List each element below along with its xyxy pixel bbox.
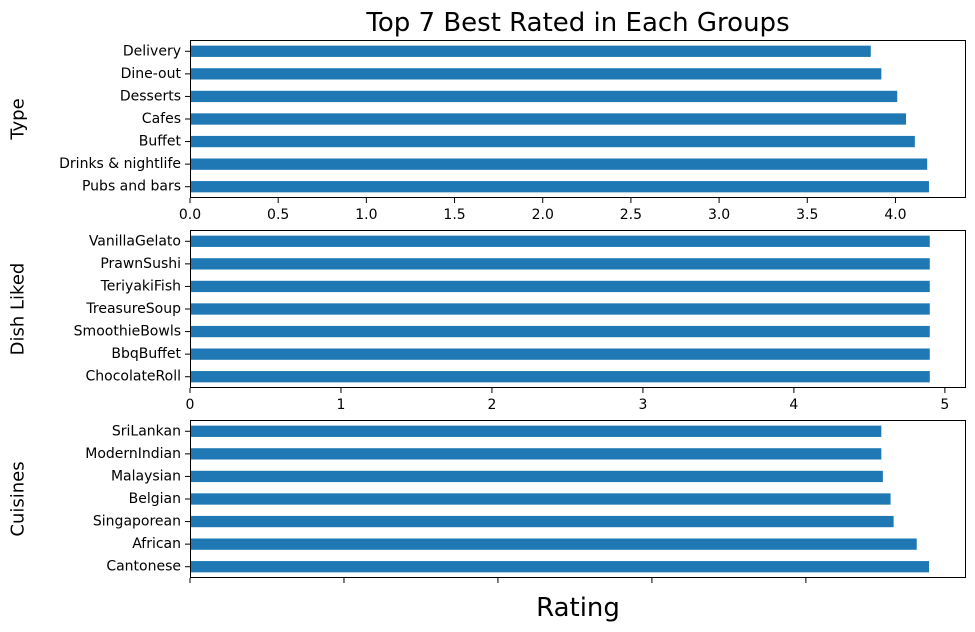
bar-african bbox=[190, 538, 917, 550]
y-tick-label: TreasureSoup bbox=[85, 301, 181, 317]
plot-frame bbox=[190, 420, 966, 578]
x-tick-label: 2.0 bbox=[532, 207, 554, 223]
bar-modernindian bbox=[190, 448, 882, 460]
panel-3: Cantonese African Singaporean Belgian Malays… bbox=[8, 420, 966, 623]
y-tick-label: Singaporean bbox=[93, 514, 181, 530]
x-tick-label: 2 bbox=[487, 397, 496, 413]
y-tick-label: African bbox=[132, 536, 181, 552]
y-tick-label: Desserts bbox=[120, 88, 181, 104]
y-tick-label: ChocolateRoll bbox=[86, 369, 182, 385]
plot-frame bbox=[190, 230, 966, 388]
bar-srilankan bbox=[190, 425, 882, 437]
bar-buffet bbox=[190, 135, 915, 148]
bar-prawnsushi bbox=[190, 258, 930, 270]
y-tick-label: TeriyakiFish bbox=[100, 278, 181, 294]
bar-cafes bbox=[190, 113, 907, 125]
y-tick-label: SmoothieBowls bbox=[74, 324, 181, 340]
bar-bbqbuffet bbox=[190, 348, 930, 360]
x-tick-label: 1.0 bbox=[355, 207, 377, 223]
bar-vanillagelato bbox=[190, 235, 930, 247]
x-tick-label: 0 bbox=[186, 397, 195, 413]
x-tick-label: 4 bbox=[789, 397, 798, 413]
y-tick-label: Cafes bbox=[142, 111, 181, 127]
y-axis-label: Cuisines bbox=[8, 461, 29, 536]
y-tick-label: Belgian bbox=[129, 491, 181, 507]
x-tick-label: 5 bbox=[940, 397, 949, 413]
bar-smoothiebowls bbox=[190, 325, 930, 338]
y-tick-label: Buffet bbox=[139, 134, 182, 150]
x-tick-label: 2.5 bbox=[620, 207, 642, 223]
bar-drinks-nightlife bbox=[190, 158, 928, 170]
x-tick-label: 0.0 bbox=[179, 207, 201, 223]
bar-cantonese bbox=[190, 561, 930, 573]
y-tick-label: SriLankan bbox=[112, 423, 181, 439]
y-tick-label: Drinks & nightlife bbox=[59, 156, 181, 172]
panel-2: ChocolateRoll BbqBuffet SmoothieBowls Treas… bbox=[8, 230, 966, 413]
y-tick-label: Cantonese bbox=[106, 559, 181, 575]
bar-desserts bbox=[190, 90, 898, 103]
bar-singaporean bbox=[190, 515, 894, 528]
bar-dine-out bbox=[190, 68, 882, 80]
bar-delivery bbox=[190, 45, 871, 57]
plot-frame bbox=[190, 40, 966, 198]
y-tick-label: BbqBuffet bbox=[111, 346, 181, 362]
y-tick-label: PrawnSushi bbox=[100, 256, 181, 272]
bar-malaysian bbox=[190, 470, 883, 483]
x-tick-label: 3 bbox=[638, 397, 647, 413]
y-axis-label: Type bbox=[8, 98, 29, 140]
bar-teriyakifish bbox=[190, 280, 930, 293]
x-tick-label: 4.0 bbox=[884, 207, 906, 223]
y-tick-label: ModernIndian bbox=[85, 446, 181, 462]
chart-title: Top 7 Best Rated in Each Groups bbox=[365, 8, 789, 38]
bar-treasuresoup bbox=[190, 303, 930, 315]
x-axis-label: Rating bbox=[536, 593, 620, 623]
y-tick-label: VanillaGelato bbox=[89, 233, 181, 249]
bar-chocolateroll bbox=[190, 371, 930, 383]
x-tick-label: 1 bbox=[337, 397, 346, 413]
y-axis-label: Dish Liked bbox=[8, 263, 29, 356]
x-tick-label: 3.5 bbox=[796, 207, 818, 223]
panel-1: Pubs and bars Drinks & nightlife Buffet Caf… bbox=[8, 8, 966, 223]
bar-belgian bbox=[190, 493, 891, 505]
bar-pubs-and-bars bbox=[190, 181, 929, 193]
y-tick-label: Pubs and bars bbox=[82, 179, 181, 195]
y-tick-label: Dine-out bbox=[121, 66, 182, 82]
x-tick-label: 3.0 bbox=[708, 207, 730, 223]
y-tick-label: Delivery bbox=[123, 43, 181, 59]
y-tick-label: Malaysian bbox=[111, 468, 181, 484]
x-tick-label: 0.5 bbox=[267, 207, 289, 223]
x-tick-label: 1.5 bbox=[443, 207, 465, 223]
